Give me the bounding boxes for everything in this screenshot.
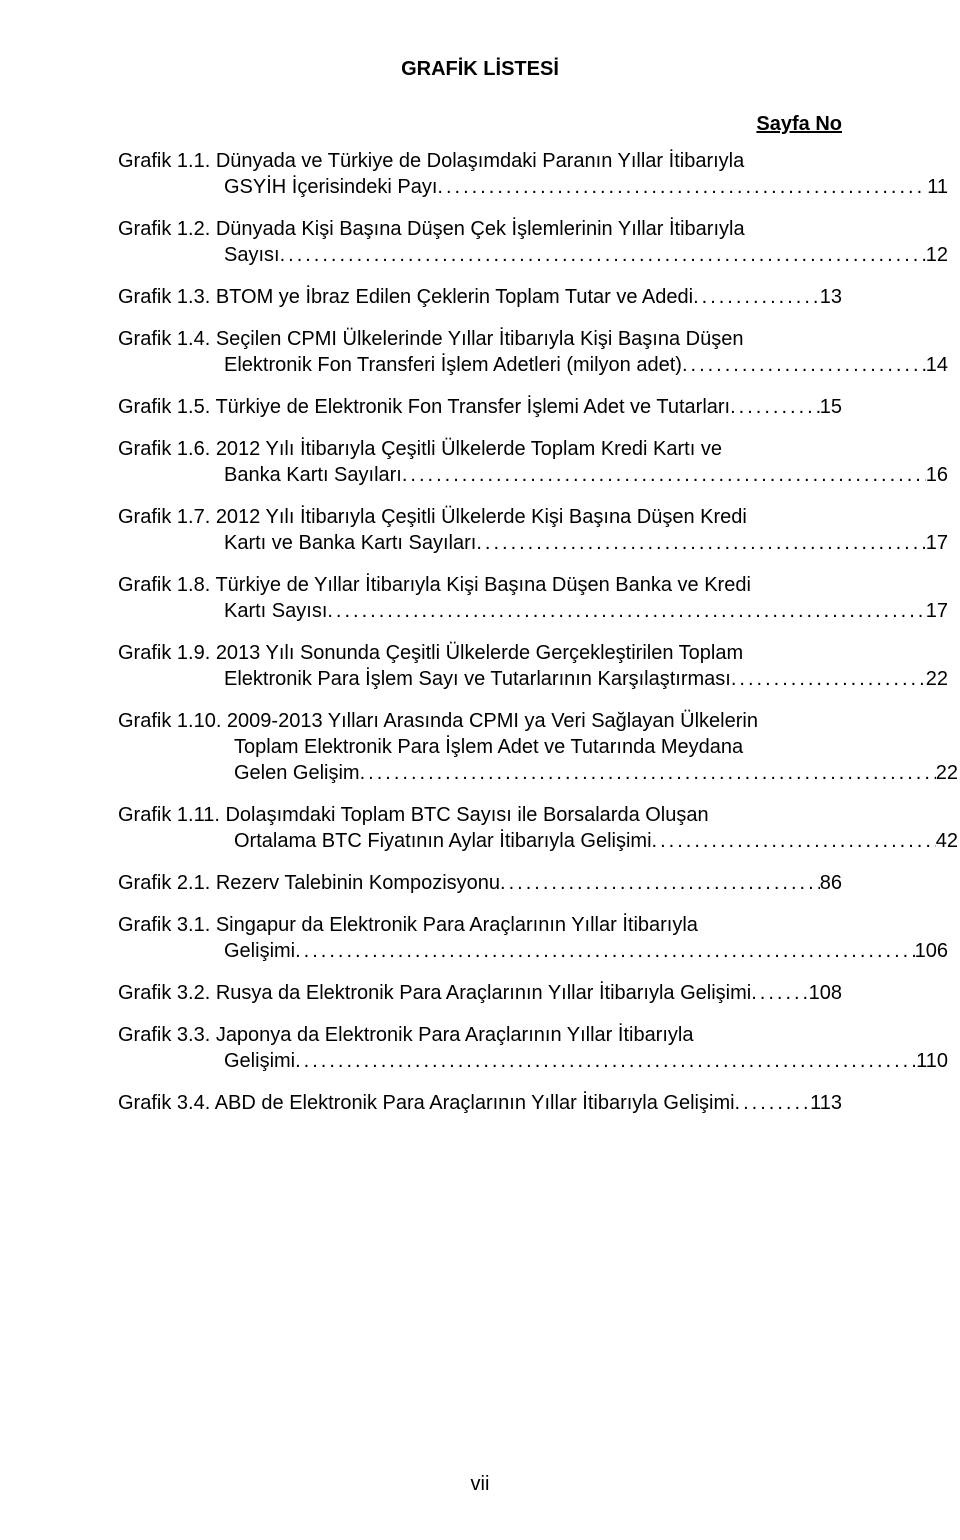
page-title: GRAFİK LİSTESİ [118,58,842,81]
toc-page-number: 22 [936,760,958,786]
document-page: GRAFİK LİSTESİ Sayfa No Grafik 1.1. Düny… [0,0,960,1540]
toc-entry: Grafik 3.1. Singapur da Elektronik Para … [118,912,842,964]
toc-entry-lastline: Grafik 3.2. Rusya da Elektronik Para Ara… [118,980,842,1006]
toc-entry-text: Grafik 1.3. BTOM ye İbraz Edilen Çekleri… [118,284,693,310]
toc-entry: Grafik 1.8. Türkiye de Yıllar İtibarıyla… [118,572,842,624]
toc-entry-line: Toplam Elektronik Para İşlem Adet ve Tut… [118,734,842,760]
toc-entry-lastline: Elektronik Fon Transferi İşlem Adetleri … [118,352,948,378]
toc-dots [730,394,820,420]
toc-entry: Grafik 3.2. Rusya da Elektronik Para Ara… [118,980,842,1006]
toc-page-number: 17 [926,598,948,624]
toc-page-number: 16 [926,462,948,488]
toc-dots [295,938,915,964]
toc-page-number: 13 [820,284,842,310]
toc-dots [476,530,925,556]
toc-dots [693,284,820,310]
toc-entry-lastline: Kartı Sayısı 17 [118,598,948,624]
toc-entry-lastline: Sayısı 12 [118,242,948,268]
toc-entry: Grafik 1.10. 2009-2013 Yılları Arasında … [118,708,842,786]
toc-entry-text: Elektronik Para İşlem Sayı ve Tutarların… [224,666,731,692]
toc-entry-lastline: Kartı ve Banka Kartı Sayıları 17 [118,530,948,556]
toc-entry-text: Grafik 1.5. Türkiye de Elektronik Fon Tr… [118,394,730,420]
toc-entry-line: Grafik 1.1. Dünyada ve Türkiye de Dolaşı… [118,148,842,174]
toc-entry-line: Grafik 3.3. Japonya da Elektronik Para A… [118,1022,842,1048]
toc-entry-text: Sayısı [224,242,280,268]
toc-entry: Grafik 1.11. Dolaşımdaki Toplam BTC Sayı… [118,802,842,854]
toc-dots [360,760,936,786]
toc-page-number: 108 [809,980,842,1006]
toc-entry-text: Grafik 2.1. Rezerv Talebinin Kompozisyon… [118,870,500,896]
toc-page-number: 42 [936,828,958,854]
toc-page-number: 106 [915,938,948,964]
toc-entry-line: Grafik 1.7. 2012 Yılı İtibarıyla Çeşitli… [118,504,842,530]
toc-entry-line: Grafik 1.8. Türkiye de Yıllar İtibarıyla… [118,572,842,598]
toc-entry-lastline: Ortalama BTC Fiyatının Aylar İtibarıyla … [118,828,958,854]
toc-page-number: 17 [926,530,948,556]
toc-page-number: 113 [810,1090,842,1116]
toc-entry-text: Gelişimi [224,1048,295,1074]
toc-entry-lastline: Elektronik Para İşlem Sayı ve Tutarların… [118,666,948,692]
toc-entry-text: Ortalama BTC Fiyatının Aylar İtibarıyla … [234,828,652,854]
toc-entry-text: Gelen Gelişim [234,760,360,786]
toc-entry-text: Elektronik Fon Transferi İşlem Adetleri … [224,352,682,378]
toc-page-number: 12 [926,242,948,268]
toc-entry-text: Banka Kartı Sayıları [224,462,402,488]
toc-entry: Grafik 1.7. 2012 Yılı İtibarıyla Çeşitli… [118,504,842,556]
toc-entry-line: Grafik 1.6. 2012 Yılı İtibarıyla Çeşitli… [118,436,842,462]
toc-entry-text: GSYİH İçerisindeki Payı [224,174,437,200]
page-footer: vii [0,1473,960,1496]
toc-entry-lastline: Grafik 1.5. Türkiye de Elektronik Fon Tr… [118,394,842,420]
toc-dots [731,666,926,692]
toc-entry-lastline: Grafik 1.3. BTOM ye İbraz Edilen Çekleri… [118,284,842,310]
toc-entry-text: Kartı ve Banka Kartı Sayıları [224,530,476,556]
toc-dots [295,1048,916,1074]
toc-dots [735,1090,811,1116]
toc-entry-lastline: Banka Kartı Sayıları 16 [118,462,948,488]
toc-dots [500,870,820,896]
toc-page-number: 14 [926,352,948,378]
toc-entry-text: Kartı Sayısı [224,598,327,624]
toc-entry: Grafik 1.1. Dünyada ve Türkiye de Dolaşı… [118,148,842,200]
toc-page-number: 22 [926,666,948,692]
toc-entry-text: Grafik 3.2. Rusya da Elektronik Para Ara… [118,980,751,1006]
toc-entry: Grafik 1.2. Dünyada Kişi Başına Düşen Çe… [118,216,842,268]
toc-entry-lastline: Gelişimi 110 [118,1048,948,1074]
toc-entry: Grafik 3.3. Japonya da Elektronik Para A… [118,1022,842,1074]
toc-entry-text: Gelişimi [224,938,295,964]
toc-entry-line: Grafik 1.10. 2009-2013 Yılları Arasında … [118,708,842,734]
toc-entry: Grafik 3.4. ABD de Elektronik Para Araçl… [118,1090,842,1116]
toc-dots [682,352,926,378]
toc-entry: Grafik 1.9. 2013 Yılı Sonunda Çeşitli Ül… [118,640,842,692]
entries-container: Grafik 1.1. Dünyada ve Türkiye de Dolaşı… [118,148,842,1116]
toc-entry: Grafik 1.5. Türkiye de Elektronik Fon Tr… [118,394,842,420]
toc-dots [652,828,936,854]
toc-entry-lastline: Grafik 3.4. ABD de Elektronik Para Araçl… [118,1090,842,1116]
toc-dots [280,242,926,268]
page-no-label: Sayfa No [118,113,842,136]
toc-dots [751,980,808,1006]
toc-page-number: 11 [927,174,948,200]
toc-entry-line: Grafik 1.2. Dünyada Kişi Başına Düşen Çe… [118,216,842,242]
toc-entry-lastline: Grafik 2.1. Rezerv Talebinin Kompozisyon… [118,870,842,896]
toc-entry-line: Grafik 3.1. Singapur da Elektronik Para … [118,912,842,938]
toc-entry-lastline: GSYİH İçerisindeki Payı 11 [118,174,948,200]
toc-entry: Grafik 2.1. Rezerv Talebinin Kompozisyon… [118,870,842,896]
toc-entry-line: Grafik 1.4. Seçilen CPMI Ülkelerinde Yıl… [118,326,842,352]
toc-dots [437,174,927,200]
toc-page-number: 110 [916,1048,948,1074]
toc-entry-lastline: Gelen Gelişim 22 [118,760,958,786]
toc-entry: Grafik 1.3. BTOM ye İbraz Edilen Çekleri… [118,284,842,310]
toc-entry-line: Grafik 1.11. Dolaşımdaki Toplam BTC Sayı… [118,802,842,828]
toc-dots [402,462,926,488]
toc-page-number: 15 [820,394,842,420]
toc-entry: Grafik 1.4. Seçilen CPMI Ülkelerinde Yıl… [118,326,842,378]
toc-entry-line: Grafik 1.9. 2013 Yılı Sonunda Çeşitli Ül… [118,640,842,666]
toc-page-number: 86 [820,870,842,896]
toc-dots [327,598,925,624]
toc-entry-text: Grafik 3.4. ABD de Elektronik Para Araçl… [118,1090,735,1116]
toc-entry-lastline: Gelişimi 106 [118,938,948,964]
toc-entry: Grafik 1.6. 2012 Yılı İtibarıyla Çeşitli… [118,436,842,488]
